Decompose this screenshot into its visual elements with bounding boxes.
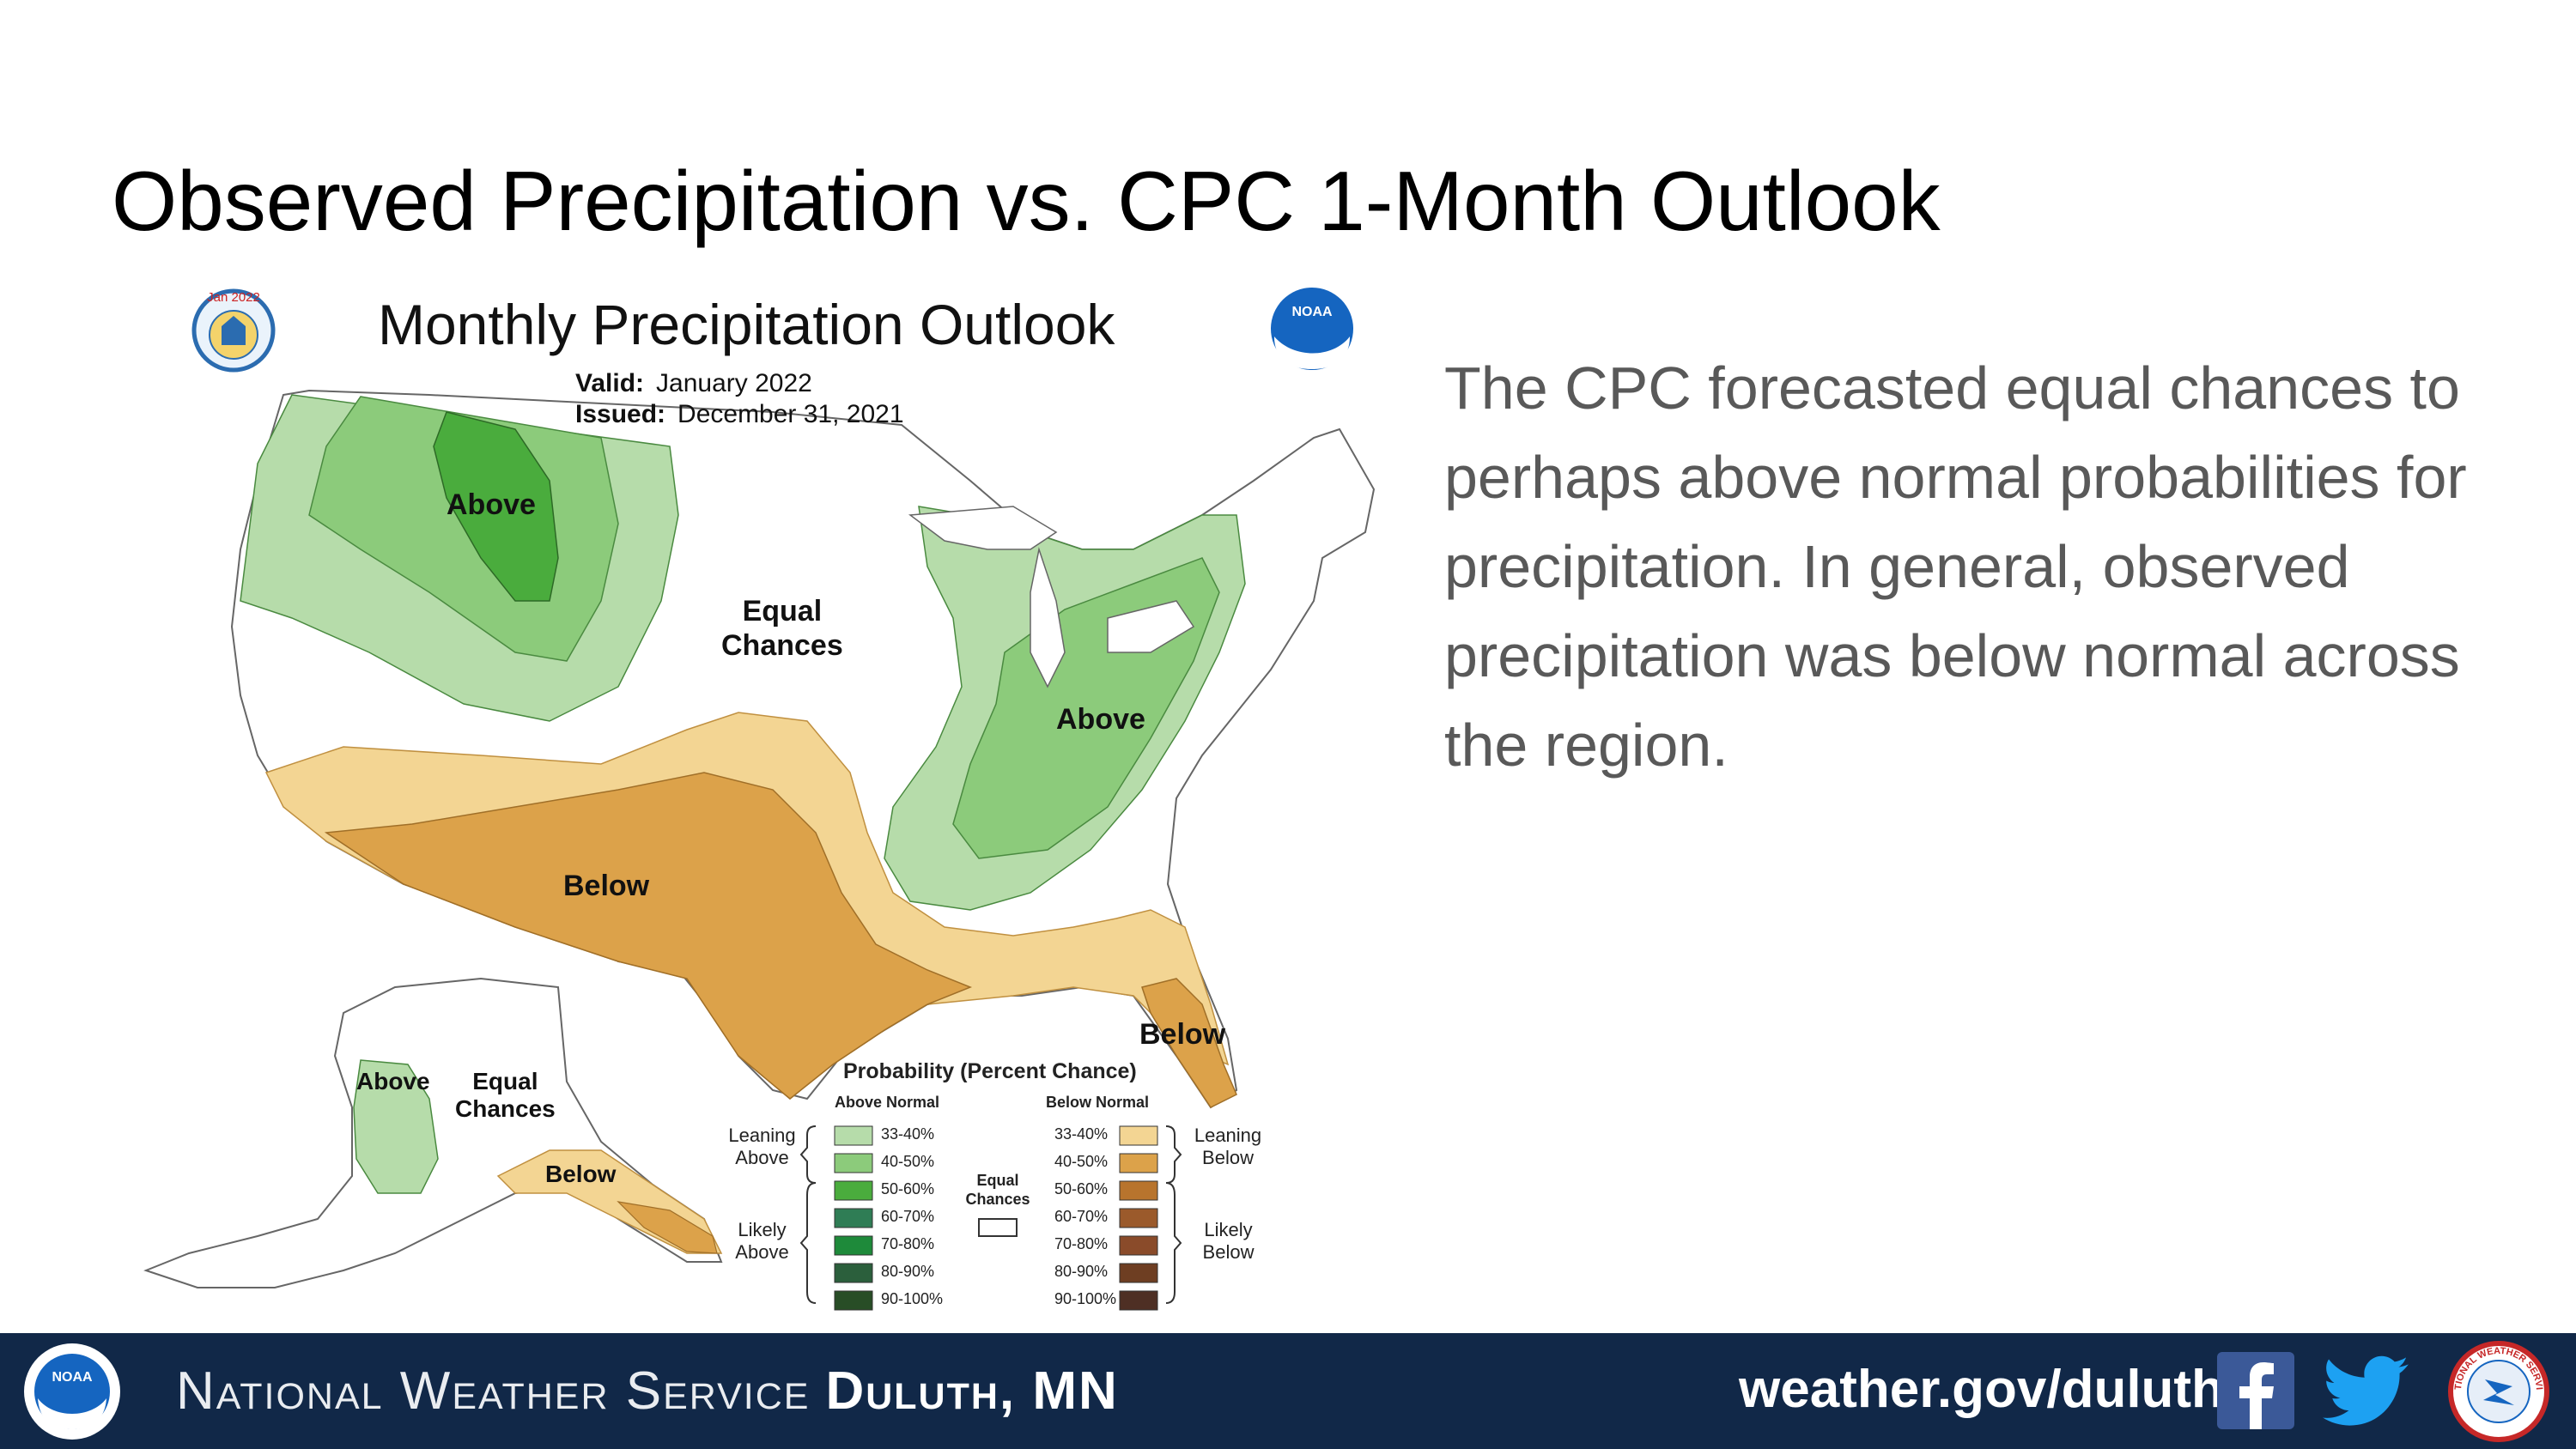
legend-leaning-above-line2: Above: [735, 1147, 789, 1168]
commerce-seal-icon: [191, 288, 276, 373]
legend-swatch-below-2: [1119, 1180, 1158, 1201]
legend-swatch-below-0: [1119, 1125, 1158, 1146]
legend-label-below-3: 60-70%: [1054, 1208, 1109, 1225]
above-northwest-dark-shading: [433, 411, 559, 602]
legend-label-above-6: 90-100%: [881, 1290, 944, 1307]
legend-likely-below-line1: Likely: [1204, 1219, 1253, 1240]
legend-swatch-below-5: [1119, 1263, 1158, 1283]
great-lakes-shape: [908, 506, 1195, 688]
below-florida-mid-shading: [1141, 978, 1237, 1108]
footer-noaa-logo-label: NOAA: [52, 1370, 93, 1385]
valid-label: Valid:: [575, 369, 645, 397]
footer-url-link[interactable]: weather.gov/duluth: [1739, 1360, 2224, 1419]
map-label-alaska-equal-line1: Equal: [472, 1068, 538, 1094]
legend-swatch-below-1: [1119, 1153, 1158, 1173]
noaa-logo-label: NOAA: [1291, 305, 1333, 319]
map-label-alaska-above: Above: [356, 1068, 430, 1094]
map-title: Monthly Precipitation Outlook: [378, 293, 1115, 356]
facebook-icon[interactable]: [2217, 1352, 2294, 1429]
legend-label-above-5: 80-90%: [881, 1263, 935, 1280]
legend-leaning-above: Leaning Above: [726, 1125, 799, 1169]
map-label-above-northwest: Above: [447, 488, 536, 521]
legend-brace-leaning-below: [1165, 1125, 1182, 1184]
legend-swatch-above-1: [834, 1153, 873, 1173]
valid-line: Valid: January 2022: [575, 369, 812, 398]
legend-swatch-below-4: [1119, 1235, 1158, 1256]
legend-label-below-2: 50-60%: [1054, 1180, 1109, 1197]
noaa-logo-icon: [1271, 288, 1353, 370]
legend-brace-likely-above: [799, 1182, 817, 1304]
legend-likely-above: Likely Above: [726, 1219, 799, 1264]
legend-leaning-below-line2: Below: [1202, 1147, 1254, 1168]
legend-swatch-above-0: [834, 1125, 873, 1146]
alaska-above-shading: [353, 1059, 439, 1194]
legend-swatch-below-6: [1119, 1290, 1158, 1311]
legend-label-above-1: 40-50%: [881, 1153, 935, 1170]
legend-leaning-below: Leaning Below: [1185, 1125, 1271, 1169]
legend-swatch-above-6: [834, 1290, 873, 1311]
map-label-below-southwest: Below: [563, 870, 650, 902]
legend-above-header: Above Normal: [835, 1094, 940, 1111]
legend-likely-above-line2: Above: [735, 1241, 789, 1263]
issued-label: Issued:: [575, 400, 666, 428]
map-label-above-east: Above: [1056, 703, 1145, 736]
legend-equal-chances: Equal Chances: [955, 1171, 1041, 1209]
map-label-equal-line1: Equal: [742, 595, 823, 627]
legend-swatch-above-4: [834, 1235, 873, 1256]
legend-brace-likely-below: [1165, 1182, 1182, 1304]
map-label-equal-line2: Chances: [721, 629, 843, 662]
legend-likely-above-line1: Likely: [738, 1219, 787, 1240]
legend-label-below-5: 80-90%: [1054, 1263, 1109, 1280]
legend-leaning-below-line1: Leaning: [1194, 1125, 1262, 1146]
legend-equal-line2: Chances: [965, 1191, 1030, 1208]
legend-label-above-4: 70-80%: [881, 1235, 935, 1252]
valid-value: January 2022: [656, 369, 812, 397]
precipitation-outlook-map: Jan 2022 NOAA: [86, 275, 1408, 1322]
slide-title: Observed Precipitation vs. CPC 1-Month O…: [112, 154, 1941, 248]
footer-org-name: National Weather Service Duluth, MN: [176, 1361, 1119, 1422]
footer-org: National Weather Service: [176, 1361, 811, 1421]
footer-office: Duluth, MN: [825, 1361, 1119, 1421]
legend-label-below-4: 70-80%: [1054, 1235, 1109, 1252]
legend-below-header: Below Normal: [1046, 1094, 1150, 1111]
nws-logo-icon: NATIONAL WEATHER SERVICE: [2445, 1340, 2549, 1442]
seal-date-label: Jan 2022: [207, 290, 260, 305]
below-southwest-mid-shading: [324, 772, 973, 1100]
legend-label-above-2: 50-60%: [881, 1180, 935, 1197]
legend-label-below-0: 33-40%: [1054, 1125, 1109, 1143]
legend-equal-chances-swatch: [978, 1218, 1018, 1237]
map-label-alaska-equal-line2: Chances: [455, 1095, 556, 1122]
legend-likely-below: Likely Below: [1192, 1219, 1265, 1264]
map-label-alaska-below: Below: [545, 1161, 617, 1187]
legend-label-above-3: 60-70%: [881, 1208, 935, 1225]
map-label-equal-chances: Equal Chances: [721, 594, 843, 663]
footer-bar: NOAA National Weather Service Duluth, MN …: [0, 1333, 2576, 1449]
legend-swatch-above-3: [834, 1208, 873, 1228]
legend-label-below-6: 90-100%: [1054, 1290, 1117, 1307]
legend-leaning-above-line1: Leaning: [728, 1125, 796, 1146]
map-label-alaska-equal: Equal Chances: [455, 1068, 556, 1123]
alaska-below-mid-shading: [617, 1201, 718, 1254]
issued-value: December 31, 2021: [677, 400, 904, 428]
legend-swatch-above-2: [834, 1180, 873, 1201]
legend-likely-below-line2: Below: [1202, 1241, 1255, 1263]
twitter-icon[interactable]: [2323, 1355, 2409, 1428]
legend-swatch-above-5: [834, 1263, 873, 1283]
legend-swatch-below-3: [1119, 1208, 1158, 1228]
legend-label-above-0: 33-40%: [881, 1125, 935, 1143]
slide-body-text: The CPC forecasted equal chances to perh…: [1444, 355, 2467, 779]
legend-swatches: [834, 1125, 1158, 1311]
legend-label-below-1: 40-50%: [1054, 1153, 1109, 1170]
legend-brace-leaning-above: [799, 1125, 817, 1184]
map-label-below-florida: Below: [1139, 1018, 1226, 1051]
legend-equal-line1: Equal: [976, 1172, 1019, 1189]
legend-title: Probability (Percent Chance): [843, 1059, 1137, 1083]
footer-noaa-logo-icon: NOAA: [24, 1343, 120, 1440]
issued-line: Issued: December 31, 2021: [575, 400, 904, 429]
